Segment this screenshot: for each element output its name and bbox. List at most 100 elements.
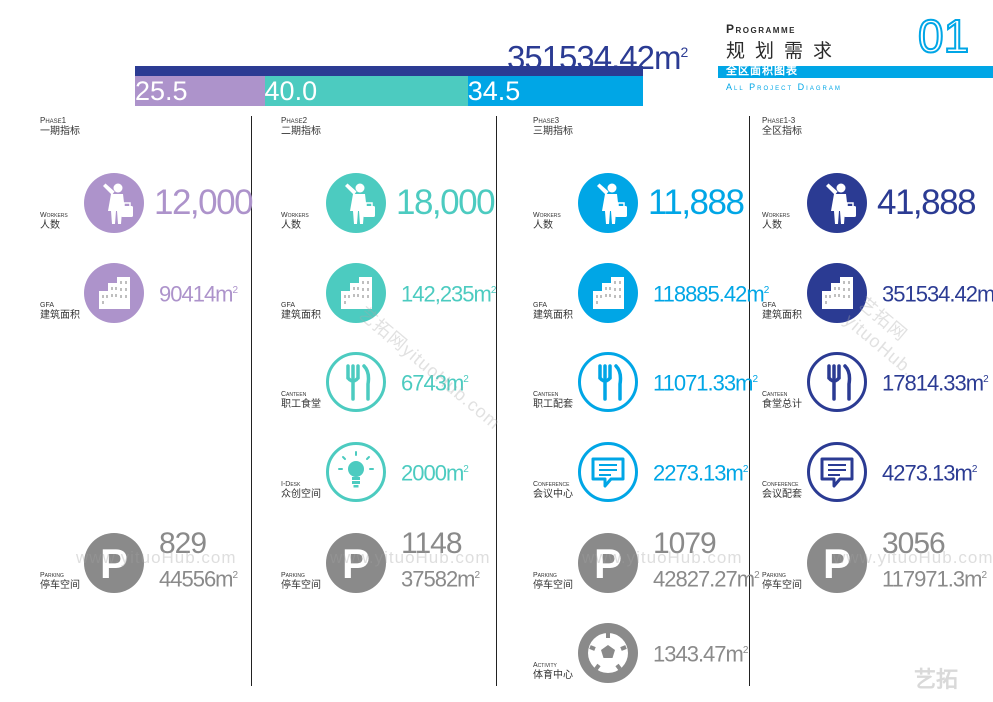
- column-divider: [749, 116, 750, 686]
- canteen-label-cn: 食堂总计: [762, 399, 802, 410]
- phase-label-cn: 一期指标: [40, 126, 80, 137]
- column-divider: [251, 116, 252, 686]
- canteen-label-en: Canteen: [281, 391, 307, 398]
- parking-count: 1148: [401, 527, 463, 560]
- parking-icon: P: [807, 533, 867, 593]
- worker-with-suitcase-icon: [578, 173, 638, 233]
- parking-area: 44556m2: [159, 566, 238, 592]
- gfa-label-en: GFA: [40, 302, 55, 309]
- buildings-icon: [578, 263, 638, 323]
- speech-bubble-icon: [807, 442, 867, 502]
- worker-with-suitcase-icon: [807, 173, 867, 233]
- lightbulb-icon: [326, 442, 386, 502]
- idesk-label-en: I-Desk: [281, 481, 301, 488]
- gfa-label-en: GFA: [762, 302, 777, 309]
- workers-label-cn: 人数: [40, 220, 60, 231]
- buildings-icon: [326, 263, 386, 323]
- football-icon: [578, 623, 638, 683]
- idesk-label-cn: 众创空间: [281, 489, 321, 500]
- gfa-area: 142,235m2: [401, 281, 496, 307]
- phase-label-cn: 二期指标: [281, 126, 321, 137]
- parking-label-en: Parking: [533, 572, 557, 579]
- workers-value: 11,888: [648, 183, 745, 222]
- header-accent-bar: [718, 66, 993, 78]
- phase-label-cn: 全区指标: [762, 126, 802, 137]
- svg-text:P: P: [100, 540, 128, 587]
- phase-label-en: Phase2: [281, 116, 308, 125]
- watermark-url: www.yituoHub.com: [76, 548, 237, 567]
- diagram-title-cn: 全区面积图表: [726, 65, 798, 77]
- parking-count: 1079: [653, 527, 717, 560]
- workers-value: 12,000: [154, 183, 254, 222]
- gfa-label-cn: 建筑面积: [40, 310, 80, 321]
- canteen-label-cn: 职工食堂: [281, 399, 321, 410]
- conference-label-cn: 会议中心: [533, 489, 573, 500]
- diagram-subtitle-en: All Project Diagram: [726, 82, 842, 92]
- workers-value: 41,888: [877, 183, 977, 222]
- svg-text:P: P: [594, 540, 622, 587]
- svg-text:P: P: [342, 540, 370, 587]
- workers-label-cn: 人数: [533, 220, 553, 231]
- phase-label-en: Phase1: [40, 116, 67, 125]
- gfa-label-en: GFA: [281, 302, 296, 309]
- activity-label-en: Activity: [533, 662, 557, 669]
- workers-label-en: Workers: [40, 212, 68, 219]
- canteen-label-en: Canteen: [533, 391, 559, 398]
- phase-label-en: Phase3: [533, 116, 560, 125]
- parking-icon: P: [326, 533, 386, 593]
- canteen-area: 6743m2: [401, 370, 469, 396]
- parking-label-en: Parking: [40, 572, 64, 579]
- workers-label-cn: 人数: [762, 220, 782, 231]
- parking-count: 3056: [882, 527, 946, 560]
- phase2-share-segment: 40.0: [264, 76, 468, 106]
- gfa-area: 90414m2: [159, 281, 238, 307]
- buildings-icon: [84, 263, 144, 323]
- activity-label-cn: 体育中心: [533, 670, 573, 681]
- conference-area: 4273.13m2: [882, 460, 977, 486]
- conference-label-cn: 会议配套: [762, 489, 802, 500]
- conference-label-en: Conference: [533, 481, 570, 488]
- parking-label-cn: 停车空间: [281, 580, 321, 591]
- fork-knife-icon: [326, 352, 386, 412]
- column-divider: [496, 116, 497, 686]
- canteen-label-cn: 职工配套: [533, 399, 573, 410]
- total-area-bar: [135, 66, 643, 76]
- parking-icon: P: [84, 533, 144, 593]
- gfa-label-cn: 建筑面积: [533, 310, 573, 321]
- watermark-url: www.yituoHub.com: [582, 548, 743, 567]
- gfa-label-en: GFA: [533, 302, 548, 309]
- conference-label-en: Conference: [762, 481, 799, 488]
- watermark-logo: 艺拓: [914, 667, 959, 692]
- parking-label-cn: 停车空间: [40, 580, 80, 591]
- workers-label-en: Workers: [533, 212, 561, 219]
- parking-area: 37582m2: [401, 566, 480, 592]
- parking-label-en: Parking: [281, 572, 305, 579]
- parking-label-en: Parking: [762, 572, 786, 579]
- phase3-share-segment: 34.5: [467, 76, 643, 106]
- programme-title-cn: 规划需求: [726, 41, 843, 62]
- phase1-share-segment: 25.5: [135, 76, 265, 106]
- fork-knife-icon: [807, 352, 867, 412]
- gfa-label-cn: 建筑面积: [281, 310, 321, 321]
- phase-label-cn: 三期指标: [533, 126, 573, 137]
- speech-bubble-icon: [578, 442, 638, 502]
- gfa-area: 118885.42m2: [653, 281, 769, 307]
- watermark-url: www.yituoHub.com: [330, 548, 491, 567]
- parking-label-cn: 停车空间: [762, 580, 802, 591]
- canteen-area: 11071.33m2: [653, 370, 758, 396]
- parking-label-cn: 停车空间: [533, 580, 573, 591]
- phase-label-en: Phase1-3: [762, 116, 796, 125]
- parking-count: 829: [159, 527, 207, 560]
- worker-with-suitcase-icon: [84, 173, 144, 233]
- workers-label-en: Workers: [762, 212, 790, 219]
- canteen-label-en: Canteen: [762, 391, 788, 398]
- canteen-area: 17814.33m2: [882, 370, 989, 396]
- page-number: 01: [917, 9, 970, 63]
- buildings-icon: [807, 263, 867, 323]
- parking-icon: P: [578, 533, 638, 593]
- fork-knife-icon: [578, 352, 638, 412]
- workers-value: 18,000: [396, 183, 496, 222]
- programme-title-en: Programme: [726, 22, 796, 36]
- idesk-area: 2000m2: [401, 460, 469, 486]
- gfa-area: 351534.42m2: [882, 281, 993, 307]
